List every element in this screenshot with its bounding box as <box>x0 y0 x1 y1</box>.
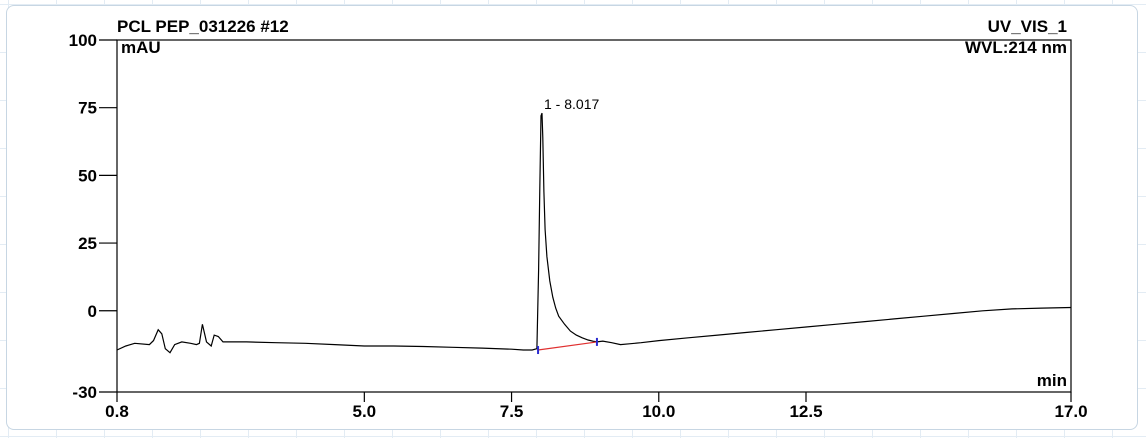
x-axis-unit-label: min <box>1037 371 1067 390</box>
plot-area-frame <box>116 39 1072 393</box>
chart-card <box>6 5 1138 430</box>
x-tick-label: 7.5 <box>500 402 524 421</box>
y-tick-label: -30 <box>72 383 97 402</box>
y-axis: -30 0 25 50 75 100 <box>69 31 117 402</box>
peak-baseline <box>537 341 598 351</box>
x-tick-label: 12.5 <box>789 402 822 421</box>
x-tick-label: 10.0 <box>642 402 675 421</box>
y-tick-label: 50 <box>78 166 97 185</box>
x-tick-label: 0.8 <box>105 402 129 421</box>
wavelength-label: WVL:214 nm <box>965 38 1067 57</box>
y-tick-label: 75 <box>78 99 97 118</box>
x-tick-label: 5.0 <box>353 402 377 421</box>
peak-annotations: 1 - 8.017 <box>537 96 599 355</box>
chart-title: PCL PEP_031226 #12 <box>117 17 289 36</box>
x-axis: 0.8 5.0 7.5 10.0 12.5 17.0 <box>105 392 1088 421</box>
channel-label: UV_VIS_1 <box>988 17 1067 36</box>
peak-label: 1 - 8.017 <box>544 96 599 112</box>
y-tick-label: 25 <box>78 234 97 253</box>
y-tick-label: 100 <box>69 31 97 50</box>
chromatogram-trace <box>116 112 1072 354</box>
x-tick-label: 17.0 <box>1054 402 1087 421</box>
y-tick-label: 0 <box>88 302 97 321</box>
y-axis-unit-label: mAU <box>121 38 161 57</box>
